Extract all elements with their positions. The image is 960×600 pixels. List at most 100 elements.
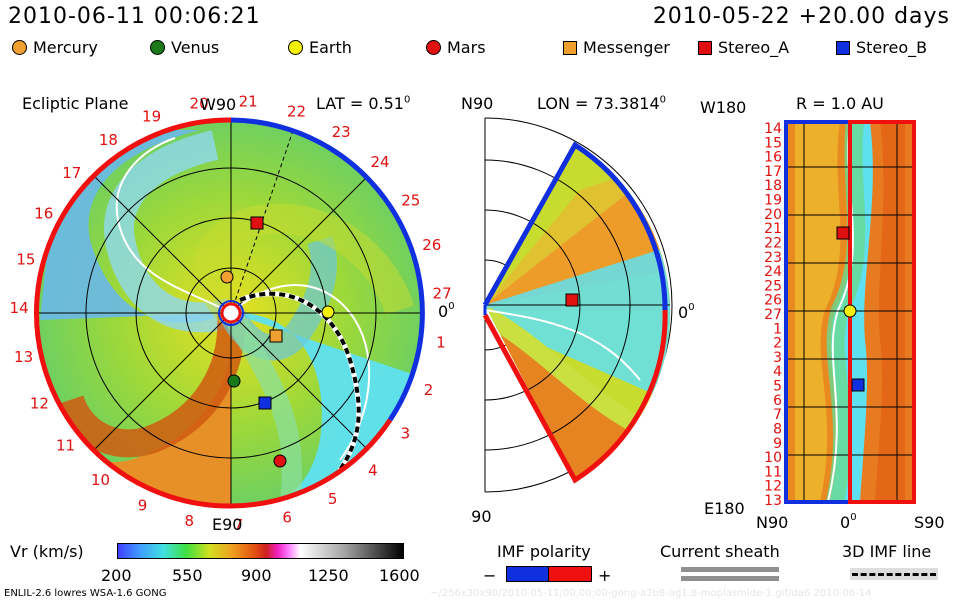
rotation-label: 24 — [370, 153, 389, 171]
rotation-label: 1 — [436, 334, 446, 352]
rotation-label: 23 — [332, 123, 351, 141]
lat-lon-plot: 1415161718192021222324252627123456789101… — [704, 120, 945, 530]
mercury-marker-icon — [12, 40, 27, 55]
legend-label: Mars — [447, 38, 486, 57]
latlon-y-label: 13 — [764, 493, 782, 509]
r-readout: R = 1.0 AU — [796, 94, 884, 113]
degree-sup: 0 — [403, 94, 411, 106]
latlon-y-label: 7 — [773, 407, 782, 423]
colorbar-tick: 900 — [241, 566, 272, 585]
rotation-label: 21 — [239, 93, 258, 111]
lon-value: LON = 73.3814 — [537, 94, 660, 113]
legend-label: Stereo_A — [718, 38, 790, 57]
earth-position-icon — [321, 305, 335, 319]
latlon-y-label: 2 — [773, 336, 782, 352]
model-info: ENLIL-2.6 lowres WSA-1.6 GONG — [4, 588, 167, 599]
earth-marker-icon — [288, 40, 303, 55]
legend-label: Messenger — [583, 38, 670, 57]
s90-x-label: S90 — [914, 513, 945, 530]
imf-minus-label: − — [483, 566, 497, 585]
messenger-marker-icon — [563, 40, 577, 55]
imf-negative-swatch — [506, 566, 550, 582]
rotation-label: 2 — [424, 381, 434, 399]
colorbar-tick: 200 — [101, 566, 132, 585]
rotation-label: 16 — [34, 205, 53, 223]
meridional-plot: 00 S90 — [470, 117, 695, 526]
datetime-right: 2010-05-22 +20.00 days — [652, 4, 950, 29]
e90-label: E90 — [212, 515, 242, 534]
latlon-y-label: 9 — [773, 436, 782, 452]
latlon-y-label: 23 — [764, 250, 782, 266]
e180-label: E180 — [704, 499, 745, 518]
rotation-label: 27 — [433, 284, 452, 302]
rotation-label: 7 — [234, 516, 244, 534]
rotation-label: 25 — [401, 192, 420, 210]
stereo-a-latlon-icon — [836, 226, 850, 240]
rotation-label: 20 — [190, 94, 209, 112]
datetime-left: 2010-06-11 00:06:21 — [8, 4, 261, 29]
latlon-y-label: 18 — [764, 178, 782, 194]
degree-sup: 0 — [659, 94, 667, 106]
mars-position-icon — [273, 454, 287, 468]
latlon-y-label: 22 — [764, 236, 782, 252]
s90-label: S90 — [470, 507, 492, 526]
latlon-y-label: 6 — [773, 393, 782, 409]
rotation-label: 15 — [16, 250, 35, 268]
latlon-y-label: 20 — [764, 207, 782, 223]
w180-label: W180 — [700, 98, 747, 117]
latlon-y-label: 24 — [764, 264, 782, 280]
rotation-label: 5 — [328, 490, 338, 508]
rotation-label: 17 — [62, 164, 81, 182]
legend-venus: Venus — [150, 38, 219, 57]
latlon-y-label: 10 — [764, 450, 782, 466]
mars-marker-icon — [426, 40, 441, 55]
colorbar-tick: 550 — [172, 566, 203, 585]
stereo-b-marker-icon — [836, 40, 850, 55]
ecl-zero-label: 00 — [438, 301, 455, 321]
mercury-position-icon — [220, 270, 234, 284]
latlon-y-label: 11 — [764, 464, 782, 480]
faded-run-info: ~/256x30x90/2010-05-11/00,00:00-gong-a2b… — [430, 588, 872, 599]
sun-marker-icon — [220, 302, 242, 324]
imf-line-swatch — [852, 573, 936, 576]
rotation-label: 19 — [142, 107, 161, 125]
latlon-y-label: 19 — [764, 193, 782, 209]
colorbar — [117, 543, 404, 559]
rotation-label: 11 — [56, 437, 75, 455]
imf-line-title: 3D IMF line — [842, 542, 932, 561]
rotation-label: 18 — [99, 131, 118, 149]
n90-label: N90 — [461, 94, 494, 113]
latlon-y-label: 4 — [773, 364, 782, 380]
stereo-a-marker-icon — [698, 40, 712, 55]
latlon-y-label: 3 — [773, 350, 782, 366]
rotation-label: 12 — [30, 395, 49, 413]
imf-polarity-title: IMF polarity — [497, 542, 591, 561]
stereo-b-position-icon — [258, 396, 272, 410]
mer-zero-label: 00 — [678, 302, 695, 322]
lon-readout: LON = 73.38140 — [537, 94, 666, 113]
legend-mercury: Mercury — [12, 38, 98, 57]
latlon-y-label: 8 — [773, 422, 782, 438]
latlon-y-label: 1 — [773, 321, 782, 337]
rotation-label: 26 — [422, 236, 441, 254]
legend-label: Stereo_B — [856, 38, 928, 57]
latlon-y-label: 16 — [764, 150, 782, 166]
earth-latlon-icon — [843, 304, 857, 318]
latlon-y-label: 27 — [764, 307, 782, 323]
rotation-label: 14 — [10, 299, 29, 317]
legend-label: Earth — [309, 38, 352, 57]
latlon-y-label: 12 — [764, 479, 782, 495]
imf-plus-label: + — [598, 566, 612, 585]
rotation-label: 4 — [368, 462, 378, 480]
legend-label: Mercury — [33, 38, 98, 57]
colorbar-tick: 1600 — [379, 566, 420, 585]
stereo-b-latlon-icon — [851, 378, 865, 392]
latlon-y-label: 15 — [764, 135, 782, 151]
latlon-y-label: 5 — [773, 379, 782, 395]
current-sheath-swatch — [681, 567, 779, 572]
legend-stereo-b: Stereo_B — [836, 38, 927, 57]
lat-readout: LAT = 0.510 — [316, 94, 410, 113]
rotation-label: 3 — [401, 425, 411, 443]
rotation-label: 6 — [282, 509, 292, 527]
w90-label: W90 — [200, 95, 236, 114]
